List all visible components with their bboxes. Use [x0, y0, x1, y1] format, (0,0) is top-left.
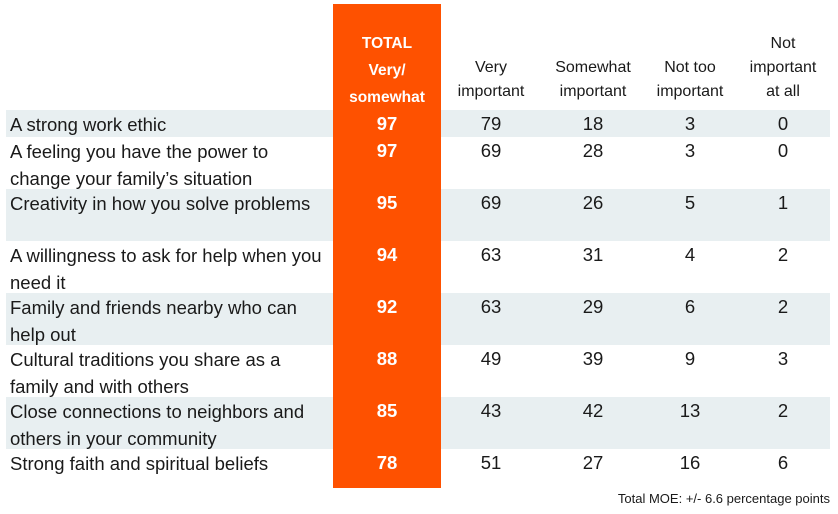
cell-total: 85	[376, 400, 398, 421]
cell-not-too: 3	[684, 113, 696, 134]
header-somewhat-line: Somewhat	[555, 59, 631, 76]
row-label: Strong faith and spiritual beliefs	[10, 453, 269, 474]
cell-not-at-all: 6	[777, 452, 789, 473]
cell-not-at-all: 2	[777, 296, 789, 317]
cell-very: 49	[480, 348, 502, 369]
cell-very: 51	[480, 452, 502, 473]
cell-somewhat: 31	[582, 244, 604, 265]
cell-somewhat: 42	[582, 400, 604, 421]
table-row: Strong faith and spiritual beliefs 78 51 27…	[6, 449, 830, 489]
header-somewhat-line: important	[559, 83, 627, 100]
header-not-at-all-line: Not	[770, 35, 796, 52]
header-very-line: Very	[474, 59, 507, 76]
total-column-highlight	[333, 4, 441, 488]
table-row: Cultural traditions you share as a famil…	[6, 345, 830, 397]
header-not-too-line: Not too	[664, 59, 716, 76]
cell-very: 79	[480, 113, 502, 134]
cell-very: 63	[480, 244, 502, 265]
cell-not-too: 4	[684, 244, 696, 265]
cell-somewhat: 26	[582, 192, 604, 213]
cell-not-at-all: 2	[777, 400, 789, 421]
table-row: A feeling you have the power to change y…	[6, 137, 830, 189]
cell-total: 97	[376, 140, 398, 161]
cell-very: 43	[480, 400, 502, 421]
cell-not-at-all: 0	[777, 113, 789, 134]
cell-not-at-all: 3	[777, 348, 789, 369]
row-label: A strong work ethic	[10, 114, 167, 135]
row-label: Cultural traditions you share as a famil…	[10, 349, 281, 397]
cell-not-at-all: 0	[777, 140, 789, 161]
cell-somewhat: 28	[582, 140, 604, 161]
table-row: Close connections to neighbors and other…	[6, 397, 830, 449]
table-row: A willingness to ask for help when you n…	[6, 241, 830, 293]
cell-not-at-all: 2	[777, 244, 789, 265]
cell-very: 69	[480, 140, 502, 161]
row-label: Creativity in how you solve problems	[10, 193, 311, 214]
row-label: A feeling you have the power to change y…	[10, 141, 269, 189]
cell-somewhat: 39	[582, 348, 604, 369]
row-label: Family and friends nearby who can help o…	[10, 297, 297, 345]
cell-not-too: 13	[679, 400, 701, 421]
header-total-line: TOTAL	[361, 35, 413, 52]
footnote: Total MOE: +/- 6.6 percentage points	[617, 491, 830, 506]
cell-not-too: 3	[684, 140, 696, 161]
row-label: A willingness to ask for help when you n…	[10, 245, 322, 293]
header-not-at-all-line: important	[749, 59, 817, 76]
header-total-line: somewhat	[349, 89, 425, 106]
cell-very: 69	[480, 192, 502, 213]
row-label: Close connections to neighbors and other…	[10, 401, 305, 449]
cell-very: 63	[480, 296, 502, 317]
cell-total: 94	[376, 244, 398, 265]
header-total-line: Very/	[368, 62, 406, 79]
cell-not-too: 16	[679, 452, 701, 473]
cell-somewhat: 27	[582, 452, 604, 473]
cell-total: 92	[376, 296, 398, 317]
cell-not-at-all: 1	[777, 192, 789, 213]
table-row: Family and friends nearby who can help o…	[6, 293, 830, 345]
header-very-line: important	[457, 83, 525, 100]
table-row: A strong work ethic 97 79 18 3 0	[6, 110, 830, 137]
cell-total: 88	[376, 348, 398, 369]
header-not-too-line: important	[656, 83, 724, 100]
cell-not-too: 5	[684, 192, 696, 213]
cell-not-too: 6	[684, 296, 696, 317]
cell-somewhat: 18	[582, 113, 604, 134]
cell-somewhat: 29	[582, 296, 604, 317]
cell-total: 78	[376, 452, 398, 473]
header-not-at-all-line: at all	[766, 83, 800, 100]
cell-total: 95	[376, 192, 398, 213]
cell-not-too: 9	[684, 348, 696, 369]
cell-total: 97	[376, 113, 398, 134]
